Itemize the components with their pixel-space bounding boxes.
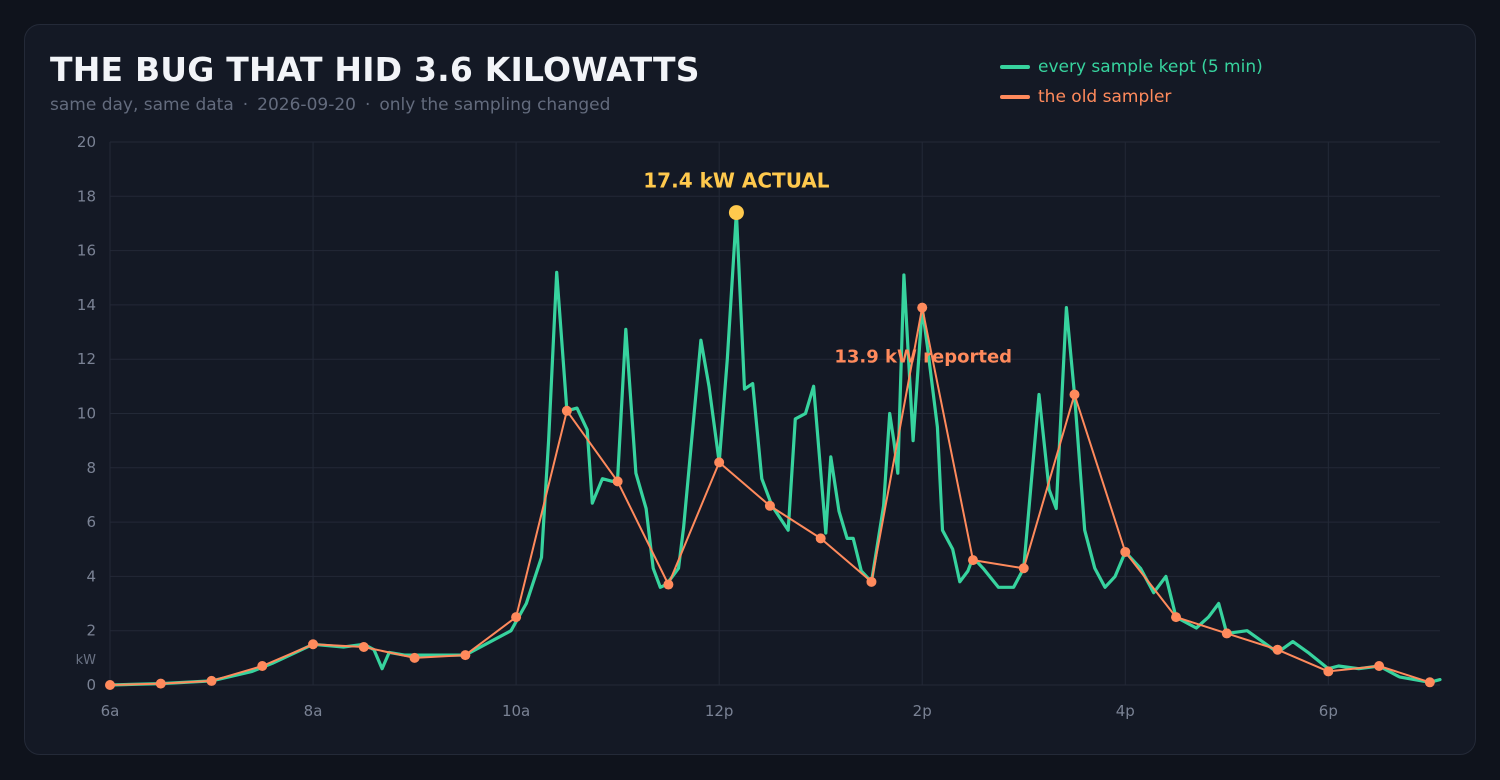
y-tick-label: 0	[86, 676, 96, 694]
y-tick-label: 20	[77, 133, 96, 151]
y-tick-label: 6	[86, 513, 96, 531]
x-tick-label: 6a	[101, 702, 120, 720]
peak-annotation: 17.4 kW ACTUAL	[643, 169, 830, 193]
x-tick-label: 4p	[1116, 702, 1135, 720]
sampled-point	[358, 641, 369, 652]
y-tick-label: 4	[86, 567, 96, 585]
x-tick-label: 6p	[1319, 702, 1338, 720]
y-tick-label: 18	[77, 187, 96, 205]
sampled-point	[409, 652, 420, 663]
sampled-point	[308, 639, 319, 650]
chart-subtitle: same day, same data · 2026-09-20 · only the …	[50, 95, 610, 115]
sampled-point	[105, 680, 115, 690]
sampled-point	[663, 579, 674, 590]
chart-title: THE BUG THAT HID 3.6 KILOWATTS	[50, 50, 700, 89]
y-tick-label: 14	[77, 296, 96, 314]
y-tick-label: 10	[77, 405, 96, 423]
y-tick-label: 12	[77, 350, 96, 368]
sampled-point	[815, 533, 826, 544]
sampled-point	[511, 612, 522, 623]
sampled-point	[866, 576, 877, 587]
legend-swatch-sampled	[1000, 95, 1030, 99]
sampled-point	[257, 660, 268, 671]
series-line-actual	[108, 211, 1442, 687]
subtitle-description: same day, same data	[50, 95, 234, 115]
y-tick-label: 2	[86, 622, 96, 640]
sampled-point	[561, 405, 572, 416]
sampled-point	[460, 650, 471, 661]
y-tick-label: 8	[86, 459, 96, 477]
y-axis-label: kW	[76, 653, 97, 668]
subtitle-note: only the sampling changed	[379, 95, 611, 115]
subtitle-separator: ·	[364, 95, 371, 115]
sampled-point	[1171, 612, 1182, 623]
chart-legend: every sample kept (5 min) the old sample…	[1000, 52, 1263, 112]
sampled-point	[764, 500, 775, 511]
legend-item-sampled: the old sampler	[1000, 82, 1263, 112]
y-tick-label: 16	[77, 242, 96, 260]
sampled-point	[1069, 389, 1080, 400]
subtitle-date: 2026-09-20	[257, 95, 356, 115]
x-tick-label: 12p	[705, 702, 734, 720]
sampled-point	[714, 457, 725, 468]
sampled-point	[1323, 666, 1334, 677]
subtitle-separator: ·	[242, 95, 249, 115]
sampled-point	[917, 302, 928, 313]
sampled-point	[1374, 660, 1385, 671]
reported-annotation: 13.9 kW reported	[834, 347, 1012, 368]
sampled-point	[612, 476, 623, 487]
sampled-point	[1272, 644, 1283, 655]
sampled-point	[967, 555, 978, 566]
legend-item-actual: every sample kept (5 min)	[1000, 52, 1263, 82]
sampled-point	[1424, 677, 1435, 688]
x-tick-label: 8a	[304, 702, 323, 720]
legend-label-sampled: the old sampler	[1038, 87, 1172, 107]
sampled-point	[206, 675, 217, 686]
sampled-point	[1120, 546, 1131, 557]
x-tick-label: 2p	[913, 702, 932, 720]
legend-swatch-actual	[1000, 65, 1030, 69]
sampled-point	[1221, 628, 1232, 639]
sampled-point	[1018, 563, 1029, 574]
legend-label-actual: every sample kept (5 min)	[1038, 57, 1263, 77]
peak-marker	[728, 205, 744, 221]
x-tick-label: 10a	[502, 702, 530, 720]
sampled-point	[155, 678, 166, 689]
